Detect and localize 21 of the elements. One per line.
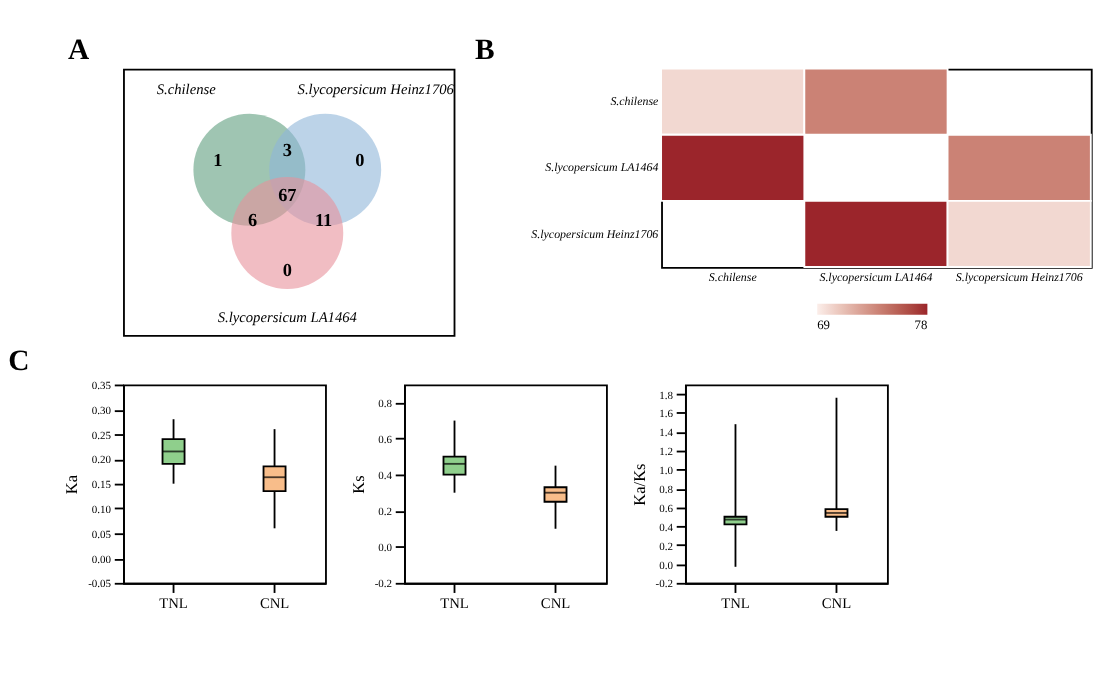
category-label: S.chilense — [156, 80, 218, 99]
x-tick-label: CNL — [821, 593, 853, 612]
x-tick-label: TNL — [721, 593, 751, 612]
text: 0 — [282, 260, 293, 281]
y-axis-title: Ks — [349, 475, 368, 494]
y-axis-title: Ka/Ks — [630, 463, 649, 506]
x-tick-label: TNL — [159, 593, 189, 612]
x-tick-label: TNL — [440, 593, 470, 612]
x-tick-label: CNL — [540, 593, 572, 612]
chart-title: B — [475, 34, 496, 67]
category-label: S.lycopersicum LA1464 — [217, 307, 358, 326]
chart-title: C — [8, 345, 30, 378]
text: 11 — [314, 209, 334, 230]
y-axis-title: Ka — [63, 474, 82, 495]
text: 67 — [278, 184, 298, 205]
text: 3 — [282, 140, 293, 161]
text: 0 — [355, 149, 366, 170]
text: 6 — [247, 209, 258, 230]
text: 1 — [213, 149, 224, 170]
text: A — [67, 35, 90, 68]
x-tick-label: CNL — [259, 593, 291, 612]
